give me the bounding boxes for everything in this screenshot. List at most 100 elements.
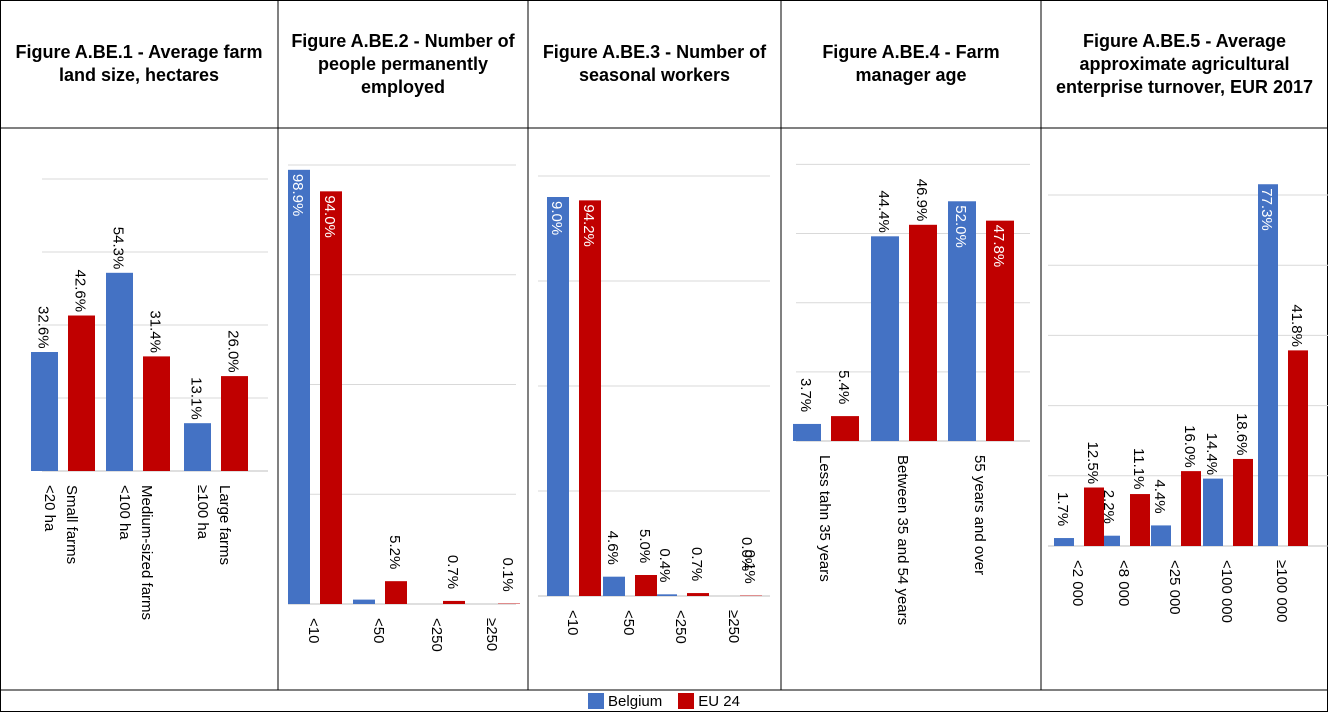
bar-1-belgium-2	[106, 272, 133, 471]
data-label-5-belgium-2: 2.2%	[1100, 490, 1117, 524]
data-label-3-eu-1: 94.2%	[580, 204, 597, 247]
bar-2-eu-2	[385, 581, 407, 604]
bar-3-belgium-1	[547, 197, 569, 596]
category-label-5-5: ≥100 000	[1273, 560, 1290, 622]
category-label-5-2: <8 000	[1115, 560, 1132, 606]
bar-4-eu-3	[986, 220, 1014, 441]
data-label-5-eu-1: 12.5%	[1084, 442, 1101, 485]
bar-5-belgium-5	[1258, 184, 1278, 546]
bar-4-belgium-2	[871, 236, 899, 441]
data-label-5-belgium-4: 14.4%	[1203, 433, 1220, 476]
data-label-2-eu-2: 5.2%	[386, 535, 403, 569]
category-label-5-4: <100 000	[1218, 560, 1235, 623]
bar-5-eu-3	[1181, 471, 1201, 546]
data-label-2-eu-3: 0.7%	[444, 555, 461, 589]
category-label-5-1: <2 000	[1069, 560, 1086, 606]
data-label-1-belgium-3: 13.1%	[188, 377, 205, 420]
bar-3-eu-3	[687, 593, 709, 596]
bar-2-belgium-2	[353, 599, 375, 604]
chart-title-1: Figure A.BE.1 - Average farm land size, …	[15, 42, 263, 85]
legend-swatch-belgium	[588, 693, 605, 709]
chart-title-3: Figure A.BE.3 - Number of seasonal worke…	[542, 42, 767, 85]
bar-4-eu-2	[909, 224, 937, 441]
category-label-3-3: <250	[672, 610, 689, 644]
legend-item-eu: EU 24	[678, 693, 740, 710]
category-label-1-1-1: Small farms	[63, 485, 80, 564]
bar-5-belgium-2	[1100, 535, 1120, 546]
data-label-extra-3-1: 0.0%	[738, 537, 755, 571]
data-label-5-eu-4: 18.6%	[1233, 413, 1250, 456]
category-label-1-2-1: Medium-sized farms	[138, 485, 155, 620]
bar-2-eu-3	[443, 600, 465, 604]
legend-label-belgium: Belgium	[608, 692, 663, 710]
chart-title-4: Figure A.BE.4 - Farm manager age	[822, 42, 1000, 85]
bar-5-eu-2	[1130, 494, 1150, 546]
category-label-1-3-1: Large farms	[216, 485, 233, 565]
bar-5-belgium-3	[1151, 525, 1171, 546]
chart-title-5: Figure A.BE.5 - Average approximate agri…	[1055, 30, 1314, 97]
data-label-4-belgium-3: 52.0%	[952, 205, 969, 248]
category-label-4-3: 55 years and over	[971, 455, 988, 575]
legend-swatch-eu	[678, 693, 695, 709]
category-label-1-2-2: <100 ha	[116, 485, 133, 540]
data-label-3-eu-3: 0.7%	[688, 547, 705, 581]
bar-3-eu-2	[635, 575, 657, 596]
category-label-1-1-2: <20 ha	[41, 485, 58, 532]
legend-item-belgium: Belgium	[588, 693, 662, 710]
bar-1-eu-1	[68, 315, 95, 471]
category-label-2-2: <50	[370, 618, 387, 643]
data-label-5-eu-3: 16.0%	[1181, 425, 1198, 468]
bar-1-belgium-1	[31, 352, 58, 471]
data-label-3-belgium-2: 4.6%	[604, 531, 621, 565]
bar-4-eu-1	[831, 416, 859, 441]
chart-title-2: Figure A.BE.2 - Number of people permane…	[291, 30, 515, 97]
category-label-2-1: <10	[305, 618, 322, 643]
data-label-3-belgium-3: 0.4%	[656, 548, 673, 582]
category-label-3-1: <10	[564, 610, 581, 635]
category-label-4-2: Between 35 and 54 years	[894, 455, 911, 625]
data-label-1-belgium-1: 32.6%	[35, 306, 52, 349]
data-label-5-belgium-5: 77.3%	[1258, 188, 1275, 231]
bar-4-belgium-3	[948, 201, 976, 441]
data-label-3-belgium-1: 9.0%	[548, 201, 565, 235]
category-label-2-3: <250	[428, 618, 445, 652]
category-label-5-3: <25 000	[1166, 560, 1183, 615]
bar-3-belgium-2	[603, 576, 625, 596]
data-label-4-eu-1: 5.4%	[835, 370, 852, 404]
bar-1-belgium-3	[184, 423, 211, 471]
bar-3-eu-1	[579, 200, 601, 597]
data-label-1-belgium-2: 54.3%	[110, 227, 127, 270]
data-label-2-eu-1: 94.0%	[321, 195, 338, 238]
bar-2-eu-1	[320, 191, 342, 604]
data-label-5-belgium-1: 1.7%	[1054, 492, 1071, 526]
legend: Belgium EU 24	[0, 690, 1328, 712]
data-label-4-belgium-2: 44.4%	[875, 190, 892, 233]
data-label-5-eu-2: 11.1%	[1130, 448, 1147, 489]
data-label-3-eu-4: 0.1%	[741, 550, 758, 584]
bar-4-belgium-1	[793, 423, 821, 441]
data-label-4-eu-3: 47.8%	[990, 225, 1007, 268]
bar-5-belgium-1	[1054, 538, 1074, 546]
legend-label-eu: EU 24	[698, 692, 740, 710]
bar-5-belgium-4	[1203, 478, 1223, 546]
data-label-1-eu-2: 31.4%	[147, 310, 164, 353]
category-label-3-4: ≥250	[725, 610, 742, 643]
category-label-1-3-2: ≥100 ha	[194, 485, 211, 540]
bar-5-eu-5	[1288, 350, 1308, 546]
category-label-2-4: ≥250	[483, 618, 500, 651]
bar-1-eu-3	[221, 376, 248, 471]
data-label-1-eu-1: 42.6%	[72, 270, 89, 313]
data-label-5-eu-5: 41.8%	[1288, 304, 1305, 347]
data-label-1-eu-3: 26.0%	[225, 330, 242, 373]
bar-5-eu-4	[1233, 458, 1253, 546]
data-label-4-eu-2: 46.9%	[913, 179, 930, 222]
bar-1-eu-2	[143, 356, 170, 471]
category-label-3-2: <50	[620, 610, 637, 635]
data-label-2-belgium-1: 98.9%	[289, 174, 306, 217]
bar-2-belgium-1	[288, 169, 310, 605]
data-label-5-belgium-3: 4.4%	[1151, 479, 1168, 513]
data-label-4-belgium-1: 3.7%	[797, 378, 814, 412]
data-label-2-eu-4: 0.1%	[499, 558, 516, 592]
category-label-4-1: Less tahn 35 years	[816, 455, 833, 582]
